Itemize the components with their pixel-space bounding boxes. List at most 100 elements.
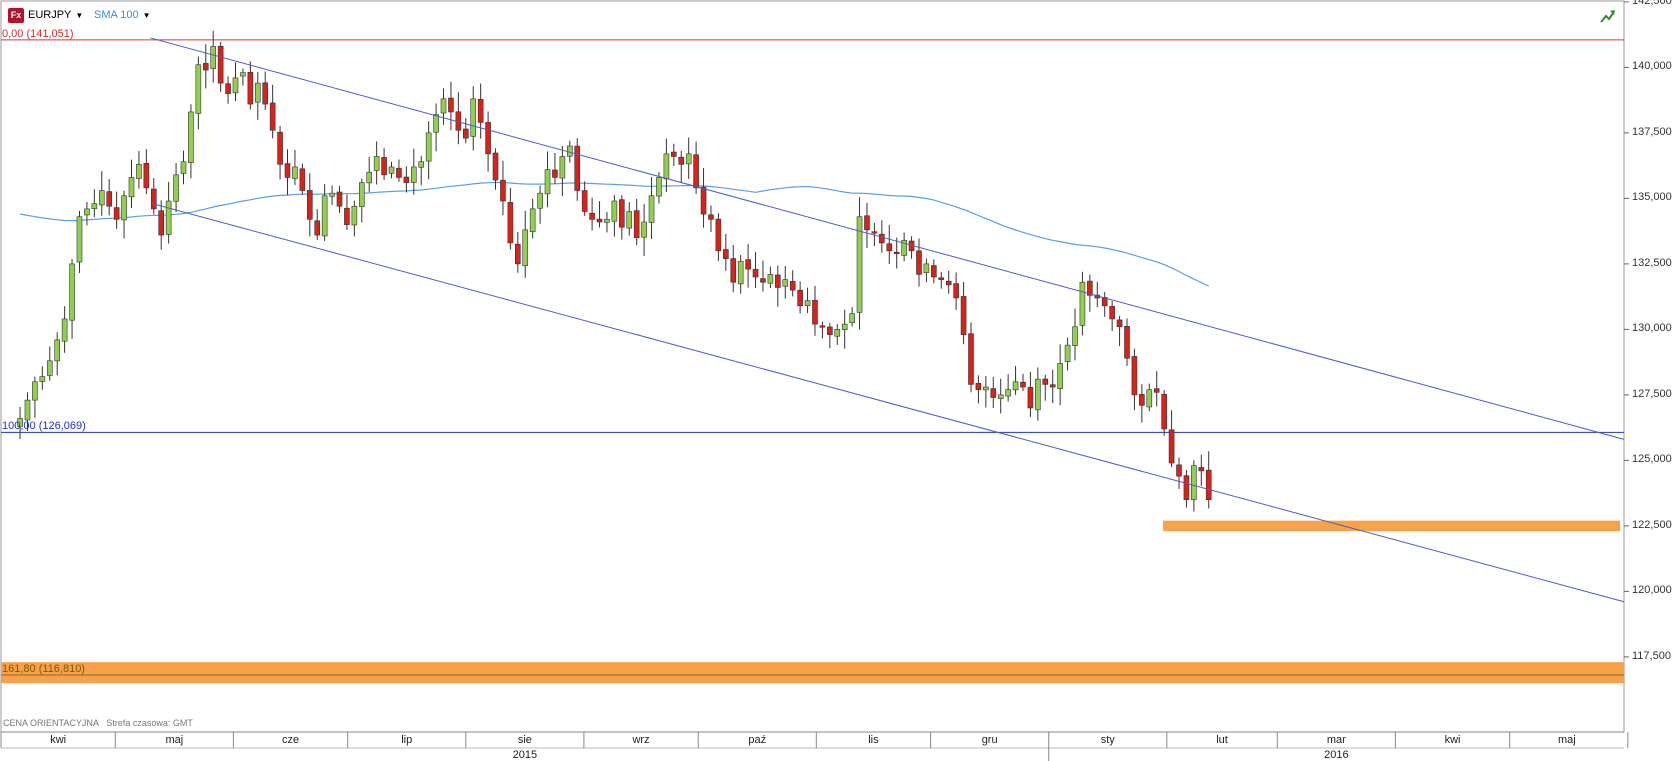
bear-candle: [678, 156, 685, 165]
bull-candle: [529, 208, 536, 232]
channel-line: [150, 202, 1625, 603]
bull-candle: [1072, 326, 1078, 346]
bull-candle: [685, 153, 692, 165]
bull-candle: [849, 313, 855, 323]
bear-candle: [827, 326, 833, 335]
fib-level-0-label: 0,00 (141,051): [2, 27, 74, 40]
bull-candle: [544, 169, 551, 195]
bull-candle: [121, 195, 127, 221]
bull-candle: [39, 376, 46, 382]
year-label: 2015: [512, 749, 538, 761]
bear-candle: [106, 191, 112, 207]
bear-candle: [574, 145, 581, 191]
price-axis: [1624, 1, 1629, 658]
fx-icon: Fx: [8, 7, 24, 23]
bear-candle: [1042, 378, 1049, 385]
month-label: cze: [281, 734, 300, 746]
indicator-label: SMA 100: [94, 9, 139, 21]
bull-candle: [641, 221, 647, 238]
bull-candle: [567, 145, 573, 157]
plot-area: [0, 0, 1625, 733]
bear-candle: [247, 72, 254, 105]
bear-candle: [819, 325, 826, 328]
bear-candle: [1176, 464, 1182, 477]
bear-candle: [581, 190, 588, 212]
month-label: paź: [748, 734, 767, 746]
bear-candle: [217, 45, 224, 84]
bull-candle: [98, 190, 105, 206]
bear-candle: [492, 152, 499, 181]
bull-candle: [91, 203, 98, 209]
bull-candle: [173, 174, 179, 202]
bear-candle: [1139, 394, 1145, 406]
bear-candle: [284, 163, 291, 178]
bear-candle: [589, 212, 595, 220]
bear-candle: [143, 163, 150, 189]
bear-candle: [938, 277, 945, 280]
plot-frame: [0, 0, 1625, 749]
bear-candle: [202, 63, 209, 71]
chevron-down-icon: ▼: [75, 10, 84, 20]
bull-candle: [559, 156, 566, 179]
bear-candle: [596, 218, 603, 223]
bull-candle: [373, 156, 380, 171]
bull-candle: [69, 263, 75, 321]
price-tick-label: 117,500: [1632, 649, 1671, 662]
sma-line: [19, 181, 1209, 287]
bull-candle: [856, 216, 863, 313]
bull-candle: [1191, 465, 1197, 501]
month-label: kwi: [1444, 734, 1461, 746]
bear-candle: [485, 122, 491, 155]
month-label: lip: [401, 734, 413, 746]
bear-candle: [552, 169, 558, 178]
bear-candle: [893, 251, 900, 255]
trend-arrow-icon[interactable]: [1600, 8, 1616, 24]
bull-candle: [648, 195, 655, 223]
bear-candle: [960, 296, 967, 335]
fib-level-161-label: 161,80 (116,810): [2, 662, 85, 675]
bear-candle: [262, 82, 269, 105]
bear-candle: [1153, 388, 1160, 393]
symbol-selector[interactable]: Fx EURJPY ▼: [8, 7, 83, 23]
timezone-label: Strefa czasowa: GMT: [106, 718, 193, 728]
bull-candle: [188, 111, 194, 163]
month-label: maj: [1557, 734, 1576, 746]
bull-candle: [804, 300, 811, 307]
bull-candle: [329, 192, 335, 197]
month-label: sie: [517, 734, 532, 746]
bear-candle: [775, 274, 781, 288]
bear-candle: [760, 278, 766, 283]
price-tick-label: 127,500: [1632, 387, 1672, 400]
bull-candle: [1079, 281, 1086, 326]
bear-candle: [700, 186, 707, 215]
price-tick-label: 122,500: [1632, 518, 1672, 531]
bear-candle: [299, 168, 306, 191]
bear-candle: [990, 388, 997, 398]
bear-candle: [730, 258, 737, 283]
bear-candle: [1124, 325, 1130, 359]
footer-note: CENA ORIENTACYJNA Strefa czasowa: GMT: [3, 718, 193, 728]
bear-candle: [975, 383, 982, 390]
bear-candle: [945, 280, 952, 286]
bear-candle: [1161, 393, 1167, 430]
bull-candle: [663, 153, 670, 180]
bear-candle: [150, 188, 157, 210]
bear-candle: [693, 154, 699, 189]
bear-candle: [113, 207, 120, 220]
bear-candle: [403, 176, 410, 183]
price-tick-label: 140,000: [1632, 60, 1672, 73]
month-label: kwi: [50, 734, 67, 746]
bear-candle: [158, 210, 165, 236]
bull-candle: [195, 64, 202, 114]
indicator-selector[interactable]: SMA 100 ▼: [94, 7, 151, 23]
bear-candle: [1087, 280, 1093, 296]
bull-candle: [321, 195, 328, 237]
price-type-label: CENA ORIENTACYJNA: [3, 718, 99, 728]
bear-candle: [1109, 305, 1115, 320]
bear-candle: [336, 191, 343, 207]
bear-candle: [723, 249, 729, 259]
bear-candle: [879, 233, 885, 244]
price-zones: [1, 520, 1624, 684]
fib-level-100-label: 100,00 (126,069): [2, 420, 86, 433]
